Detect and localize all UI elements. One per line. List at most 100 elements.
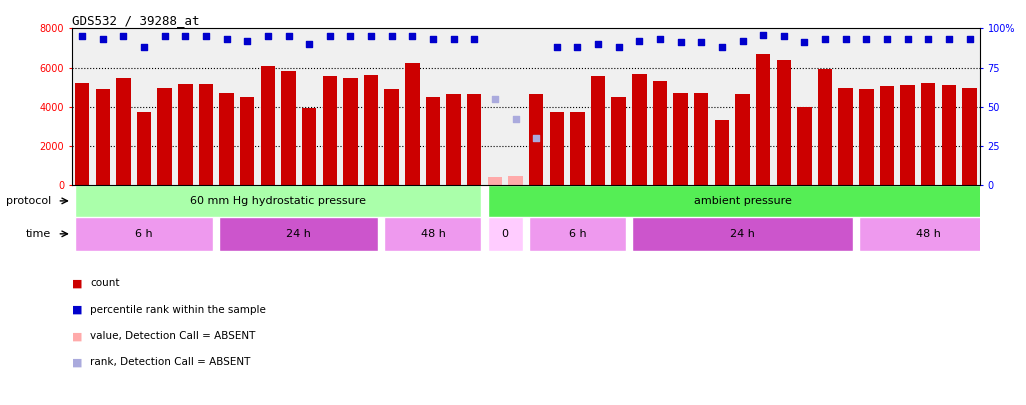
Bar	[818, 68, 832, 185]
Point	[610, 44, 627, 50]
Point	[920, 36, 937, 43]
Point	[796, 39, 813, 46]
Point	[239, 38, 255, 44]
Point	[961, 36, 978, 43]
Text: ■: ■	[72, 279, 82, 288]
Point	[301, 41, 317, 47]
Bar	[75, 185, 481, 217]
Bar	[570, 112, 585, 185]
Bar	[405, 63, 420, 185]
Bar	[302, 108, 316, 185]
Point	[755, 31, 772, 38]
Point	[486, 96, 503, 102]
Point	[466, 36, 482, 43]
Point	[115, 33, 131, 39]
Point	[177, 33, 194, 39]
Text: 24 h: 24 h	[286, 229, 311, 239]
Bar	[673, 93, 687, 185]
Bar	[653, 81, 667, 185]
Point	[321, 33, 338, 39]
Text: 0: 0	[502, 229, 509, 239]
Bar	[632, 75, 646, 185]
Bar	[487, 185, 997, 217]
Text: 60 mm Hg hydrostatic pressure: 60 mm Hg hydrostatic pressure	[190, 196, 366, 206]
Point	[858, 36, 874, 43]
Point	[260, 33, 276, 39]
Bar	[487, 217, 522, 251]
Bar	[281, 72, 295, 185]
Text: ■: ■	[72, 358, 82, 367]
Bar	[756, 54, 771, 185]
Point	[280, 33, 297, 39]
Text: 48 h: 48 h	[421, 229, 445, 239]
Point	[735, 38, 751, 44]
Bar	[591, 77, 605, 185]
Point	[425, 36, 441, 43]
Bar	[508, 177, 522, 185]
Text: rank, Detection Call = ABSENT: rank, Detection Call = ABSENT	[90, 358, 250, 367]
Bar	[901, 85, 915, 185]
Point	[507, 116, 523, 123]
Point	[135, 44, 152, 50]
Bar	[385, 217, 481, 251]
Text: protocol: protocol	[6, 196, 51, 206]
Bar	[220, 93, 234, 185]
Point	[157, 33, 173, 39]
Point	[94, 36, 111, 43]
Point	[817, 36, 833, 43]
Bar	[364, 75, 379, 185]
Text: value, Detection Call = ABSENT: value, Detection Call = ABSENT	[90, 331, 255, 341]
Text: percentile rank within the sample: percentile rank within the sample	[90, 305, 266, 315]
Bar	[611, 97, 626, 185]
Text: 24 h: 24 h	[731, 229, 755, 239]
Point	[384, 33, 400, 39]
Bar	[736, 94, 750, 185]
Point	[569, 44, 586, 50]
Bar	[467, 94, 481, 185]
Bar	[426, 97, 440, 185]
Text: 6 h: 6 h	[135, 229, 153, 239]
Bar	[75, 83, 89, 185]
Bar	[75, 217, 213, 251]
Point	[878, 36, 895, 43]
Bar	[962, 88, 977, 185]
Point	[652, 36, 668, 43]
Text: ambient pressure: ambient pressure	[694, 196, 791, 206]
Bar	[777, 60, 791, 185]
Point	[631, 38, 647, 44]
Bar	[240, 97, 254, 185]
Bar	[487, 177, 502, 185]
Bar	[199, 84, 213, 185]
Bar	[95, 89, 110, 185]
Text: ■: ■	[72, 305, 82, 315]
Bar	[797, 107, 812, 185]
Point	[404, 33, 421, 39]
Bar	[715, 119, 729, 185]
Point	[837, 36, 854, 43]
Bar	[385, 89, 399, 185]
Text: time: time	[26, 229, 51, 239]
Bar	[694, 93, 709, 185]
Bar	[322, 77, 337, 185]
Point	[714, 44, 731, 50]
Text: 6 h: 6 h	[568, 229, 586, 239]
Point	[74, 33, 90, 39]
Point	[343, 33, 359, 39]
Bar	[859, 89, 873, 185]
Text: 48 h: 48 h	[916, 229, 941, 239]
Point	[941, 36, 957, 43]
Text: count: count	[90, 279, 120, 288]
Bar	[343, 78, 358, 185]
Bar	[261, 66, 275, 185]
Bar	[879, 86, 895, 185]
Point	[590, 41, 606, 47]
Bar	[859, 217, 997, 251]
Bar	[529, 94, 544, 185]
Point	[528, 135, 545, 141]
Text: GDS532 / 39288_at: GDS532 / 39288_at	[72, 14, 199, 27]
Point	[776, 33, 792, 39]
Point	[198, 33, 214, 39]
Point	[672, 39, 688, 46]
Bar	[921, 83, 936, 185]
Bar	[550, 112, 564, 185]
